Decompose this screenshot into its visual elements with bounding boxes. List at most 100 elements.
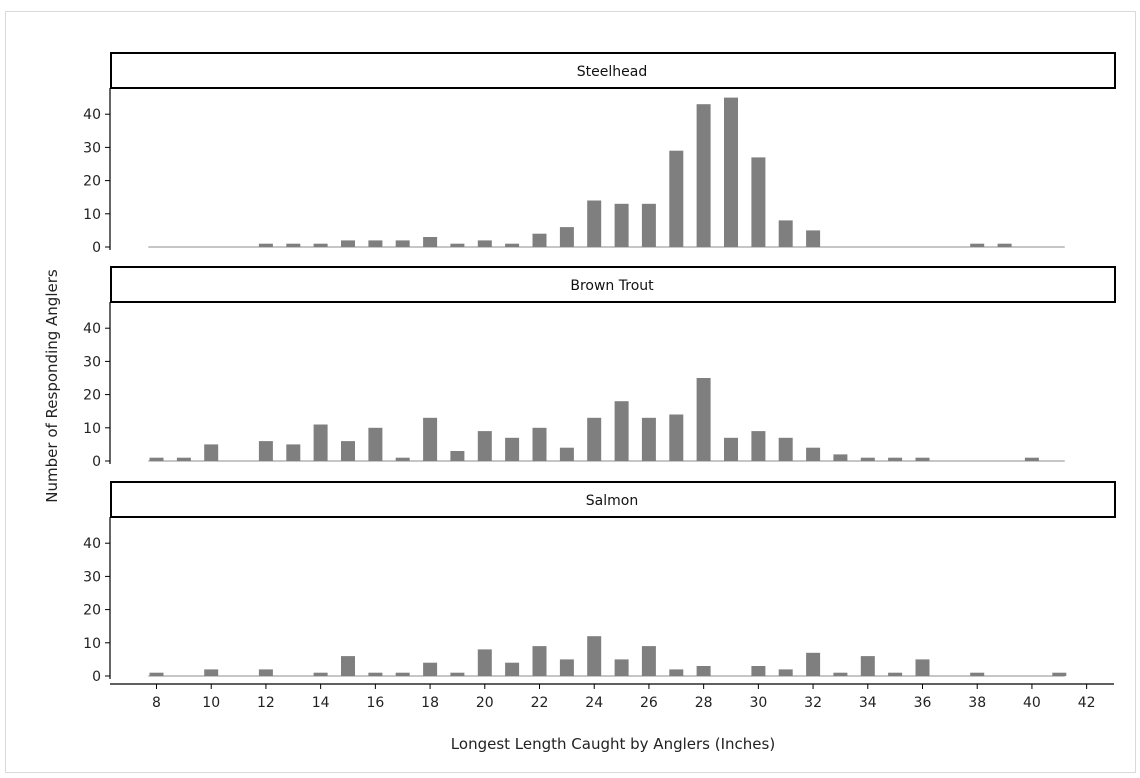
bar	[751, 157, 766, 247]
bar	[423, 662, 438, 676]
bar	[286, 243, 301, 247]
y-tick-label: 40	[83, 321, 101, 337]
x-tick-label: 14	[312, 695, 330, 711]
bar	[395, 457, 410, 461]
bar	[341, 656, 355, 676]
x-tick-label: 34	[859, 695, 877, 711]
bar	[860, 656, 875, 676]
x-tick-label: 28	[695, 695, 713, 711]
x-tick-label: 26	[640, 695, 658, 711]
bar	[888, 457, 903, 461]
bar	[915, 457, 930, 461]
y-tick-label: 0	[92, 669, 101, 685]
bar	[423, 237, 438, 247]
strip-box	[110, 266, 1116, 303]
x-tick-label: 36	[914, 695, 932, 711]
bar	[532, 233, 547, 247]
x-tick-label: 12	[257, 695, 275, 711]
bar	[751, 431, 766, 461]
panel-steelhead: Steelhead 0 10 20 30 40	[83, 52, 1116, 256]
y-tick-label: 30	[83, 354, 101, 370]
panel-salmon: Salmon 0 10 20 30 40	[83, 481, 1116, 685]
bar	[669, 150, 684, 247]
strip-label: Steelhead	[577, 64, 647, 80]
bar	[559, 227, 574, 247]
bar	[614, 659, 629, 676]
panel-brown-trout: Brown Trout 0 10 20 30 40	[83, 266, 1116, 470]
bar	[806, 447, 821, 461]
bar	[286, 444, 301, 461]
y-tick-label: 20	[83, 388, 101, 404]
x-tick-label: 24	[585, 695, 603, 711]
bar	[477, 649, 492, 676]
x-tick-label: 8	[152, 695, 161, 711]
bar	[477, 431, 492, 461]
bar	[778, 669, 793, 676]
bar	[450, 672, 465, 676]
bar	[833, 454, 848, 461]
x-tick-label: 22	[531, 695, 549, 711]
bar	[833, 672, 848, 676]
bar	[149, 457, 164, 461]
x-tick-label: 42	[1078, 695, 1096, 711]
bar	[204, 669, 219, 676]
strip-box	[110, 52, 1116, 89]
bar	[149, 672, 164, 676]
bar	[368, 240, 383, 247]
y-tick-label: 10	[83, 421, 101, 437]
y-tick-label: 40	[83, 536, 101, 552]
bar	[778, 437, 793, 461]
bar	[751, 666, 766, 676]
bar	[505, 662, 520, 676]
bar	[970, 243, 985, 247]
bar	[587, 417, 602, 461]
bar	[258, 669, 273, 676]
bar	[696, 378, 711, 461]
x-tick-label: 18	[421, 695, 439, 711]
x-tick-label: 40	[1023, 695, 1041, 711]
bar	[806, 652, 821, 676]
strip-label: Salmon	[586, 493, 638, 509]
bar	[559, 659, 574, 676]
bar	[341, 240, 355, 247]
y-tick-label: 0	[92, 240, 101, 256]
bar	[423, 417, 438, 461]
bar	[696, 104, 711, 247]
bar	[806, 230, 821, 247]
bar	[641, 417, 656, 461]
bar	[614, 203, 629, 247]
strip-box	[110, 481, 1116, 518]
x-tick-label: 32	[804, 695, 822, 711]
bar	[1052, 672, 1067, 676]
strip-label: Brown Trout	[570, 278, 654, 294]
bar	[505, 437, 520, 461]
y-tick-label: 30	[83, 140, 101, 156]
bar	[778, 220, 793, 247]
bar	[368, 427, 383, 461]
bar	[477, 240, 492, 247]
bar	[587, 636, 602, 676]
panels-layer: Steelhead 0 10 20 30 40 Brown Trout 0 10 20 30 40 Sa…	[83, 52, 1116, 685]
bar	[614, 401, 629, 461]
bar	[341, 441, 355, 461]
x-tick-label: 20	[476, 695, 494, 711]
bar	[450, 451, 465, 461]
bar	[395, 672, 410, 676]
bar	[1024, 457, 1039, 461]
bar	[204, 444, 219, 461]
bar	[641, 646, 656, 676]
bar	[997, 243, 1012, 247]
y-tick-label: 10	[83, 207, 101, 223]
bar	[450, 243, 465, 247]
chart-frame	[5, 11, 1136, 773]
x-tick-label: 38	[968, 695, 986, 711]
bar	[532, 646, 547, 676]
x-tick-label: 16	[366, 695, 384, 711]
bar	[724, 97, 738, 247]
bar	[669, 669, 684, 676]
bar	[313, 424, 328, 461]
y-tick-label: 30	[83, 569, 101, 585]
y-tick-label: 40	[83, 107, 101, 123]
y-tick-label: 20	[83, 174, 101, 190]
